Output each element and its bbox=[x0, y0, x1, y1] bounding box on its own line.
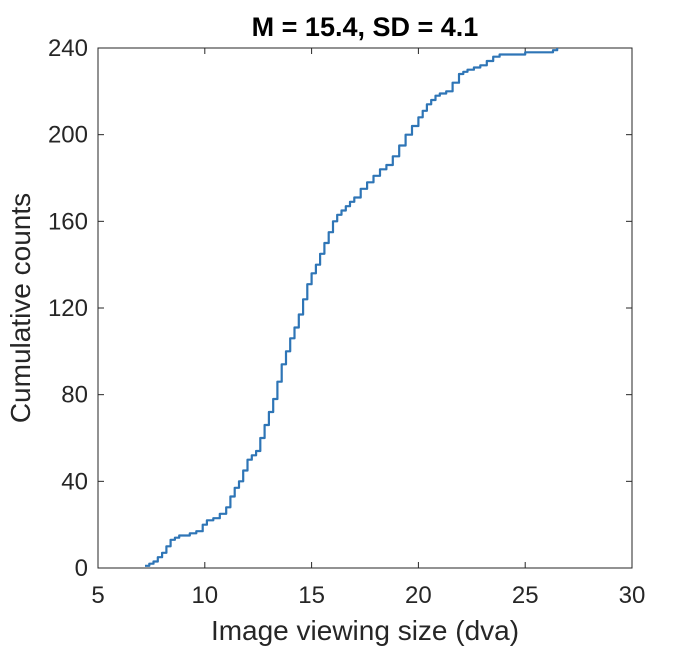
y-axis-label: Cumulative counts bbox=[5, 193, 36, 423]
x-tick-label: 30 bbox=[619, 582, 646, 609]
y-tick-label: 0 bbox=[75, 555, 88, 582]
x-tick-labels: 5 10 15 20 25 30 bbox=[91, 582, 645, 609]
y-tick-label: 40 bbox=[61, 468, 88, 495]
y-tick-labels: 0 40 80 120 160 200 240 bbox=[48, 35, 88, 582]
y-tick-label: 80 bbox=[61, 382, 88, 409]
x-tick-label: 20 bbox=[405, 582, 432, 609]
x-tick-label: 5 bbox=[91, 582, 104, 609]
y-tick-label: 200 bbox=[48, 122, 88, 149]
axis-ticks bbox=[97, 47, 633, 569]
y-tick-label: 240 bbox=[48, 35, 88, 62]
chart-title: M = 15.4, SD = 4.1 bbox=[252, 12, 479, 42]
x-tick-label: 25 bbox=[512, 582, 539, 609]
x-tick-label: 10 bbox=[191, 582, 218, 609]
y-tick-label: 120 bbox=[48, 295, 88, 322]
cumulative-line bbox=[145, 48, 559, 567]
x-axis-label: Image viewing size (dva) bbox=[211, 615, 519, 646]
x-tick-label: 15 bbox=[298, 582, 325, 609]
plot-frame bbox=[97, 47, 633, 569]
y-tick-label: 160 bbox=[48, 208, 88, 235]
